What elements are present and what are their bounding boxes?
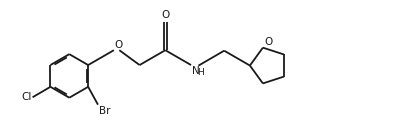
Text: O: O bbox=[114, 40, 123, 50]
Text: N: N bbox=[192, 66, 200, 76]
Text: H: H bbox=[197, 68, 204, 77]
Text: Br: Br bbox=[99, 106, 110, 116]
Text: O: O bbox=[264, 37, 272, 47]
Text: O: O bbox=[161, 10, 169, 21]
Text: Cl: Cl bbox=[21, 92, 32, 102]
